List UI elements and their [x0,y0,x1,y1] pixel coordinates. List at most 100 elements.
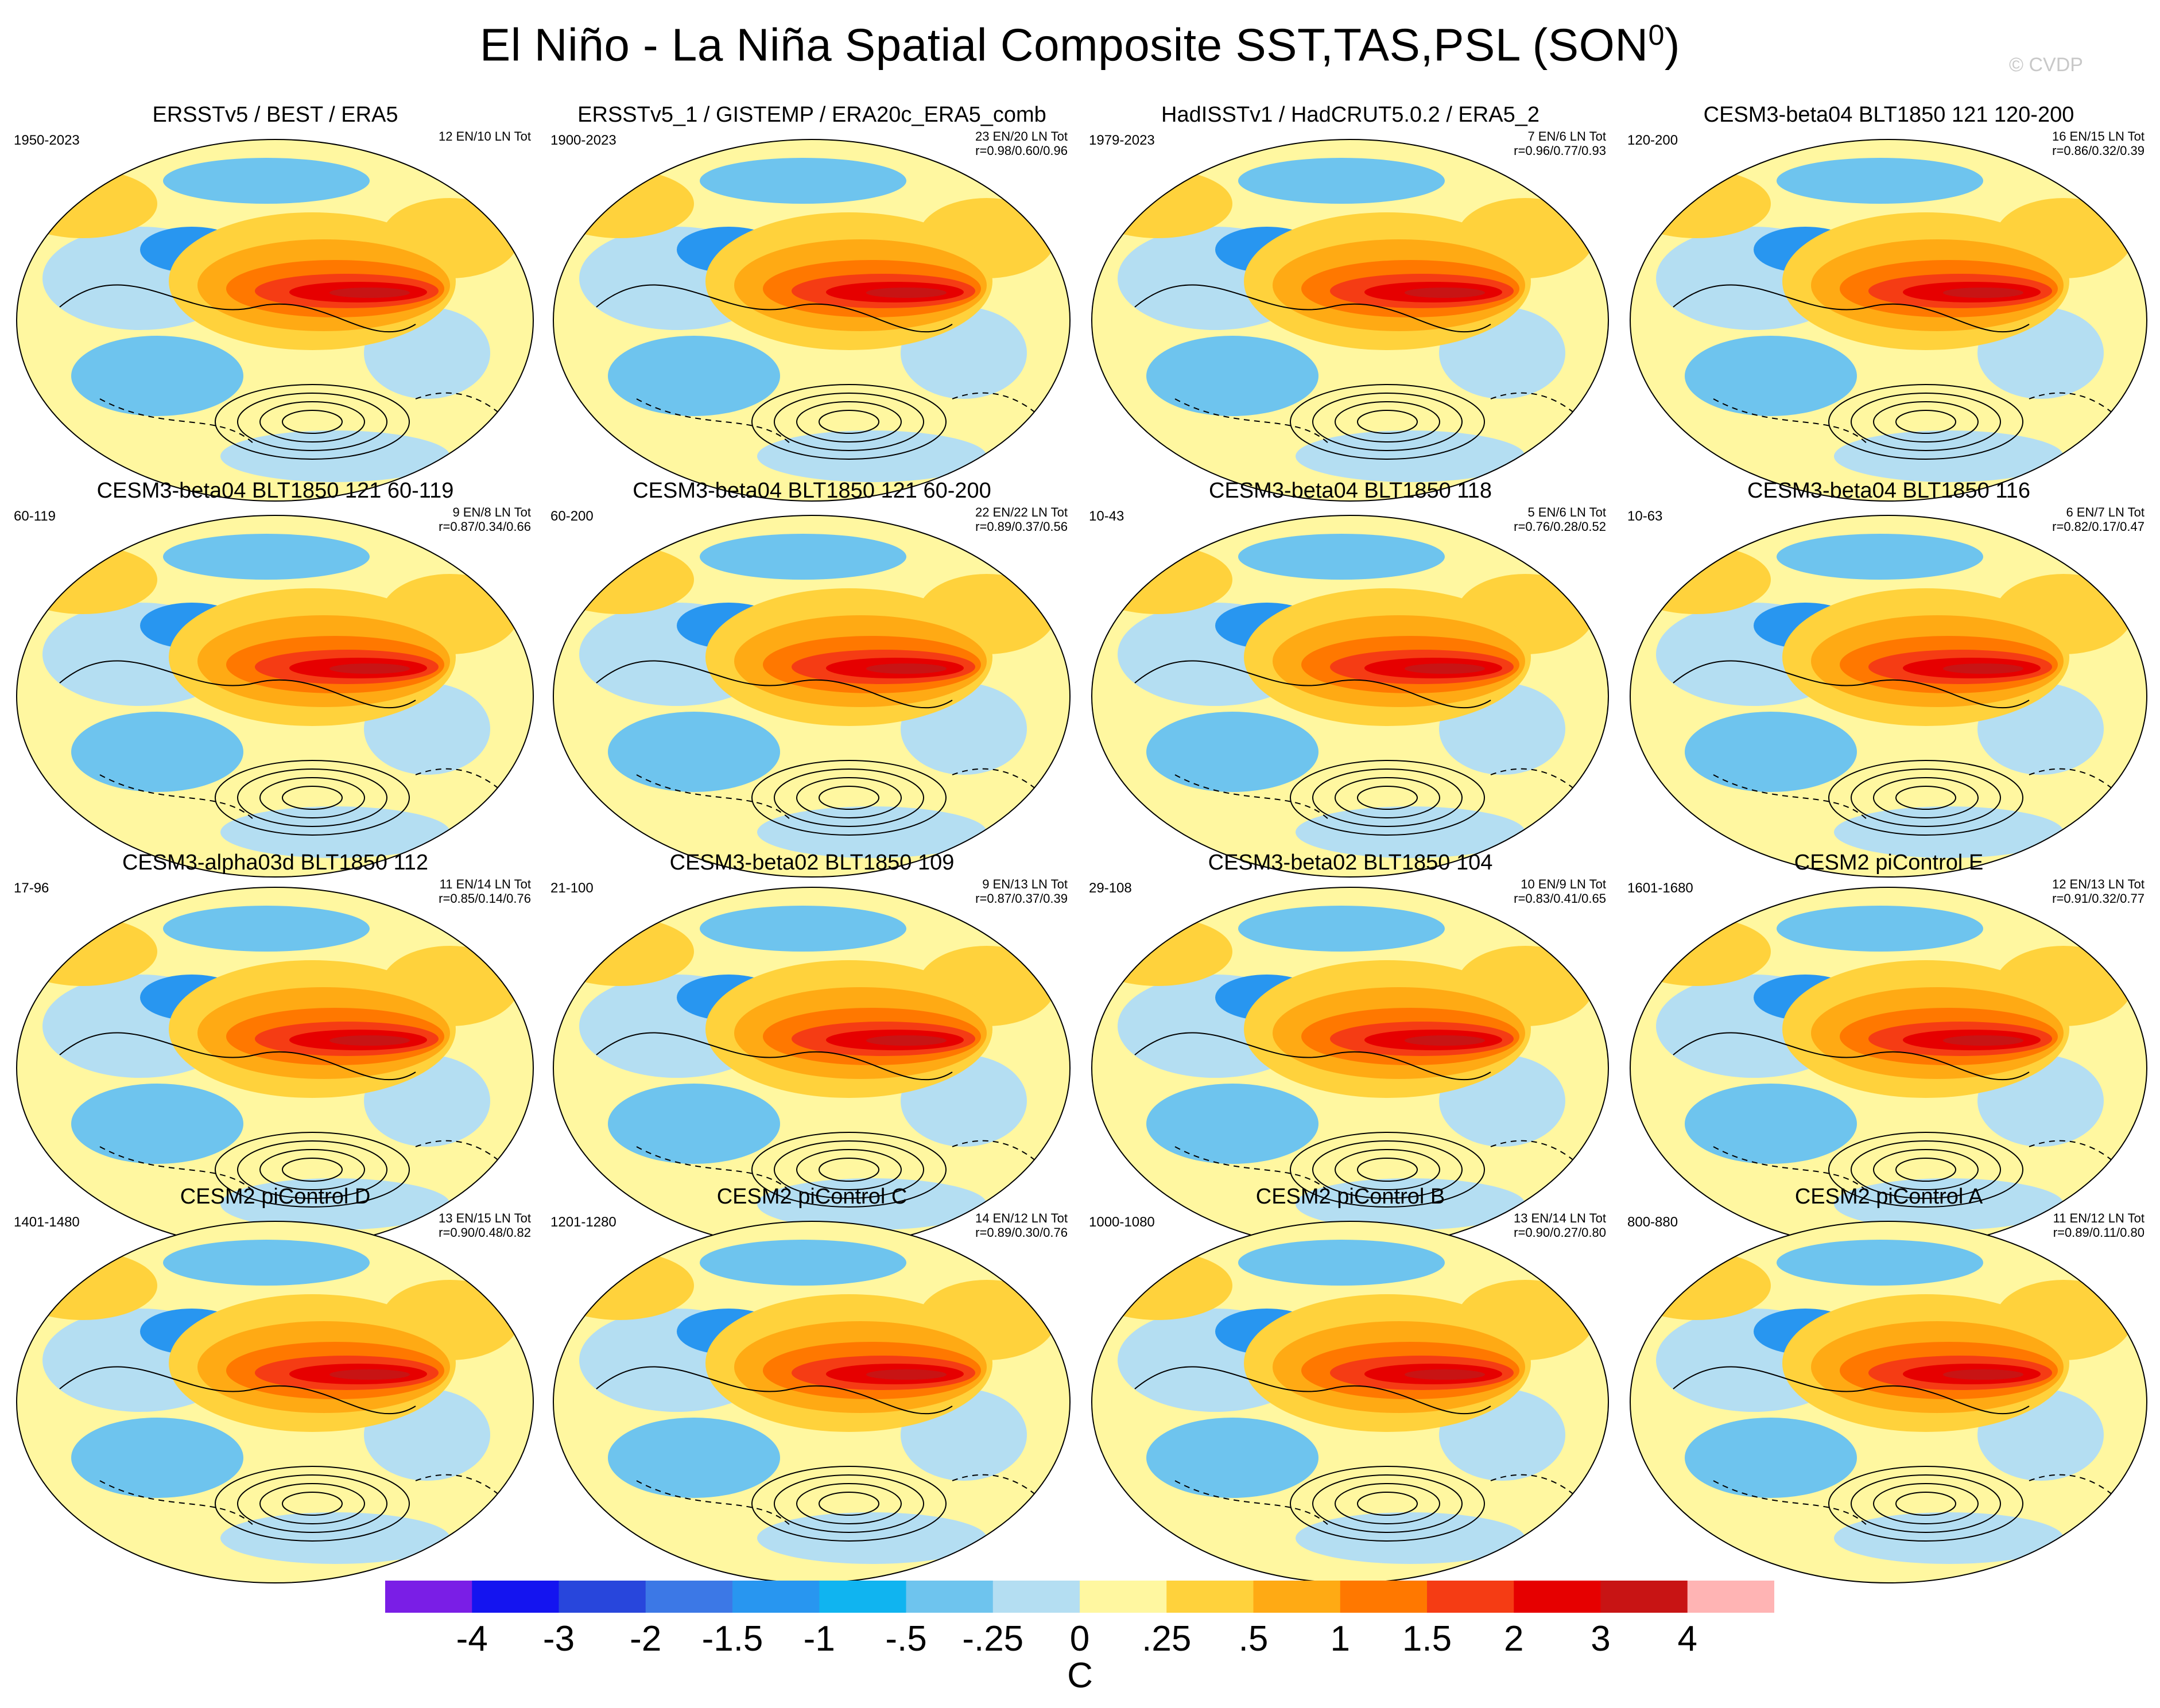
panel-stats-correlation: r=0.89/0.11/0.80 [2053,1225,2145,1240]
cool-anomaly-region [1685,336,1857,416]
panel-stats: 12 EN/10 LN Tot [439,129,531,143]
pressure-contour [1851,768,2001,827]
colorbar-unit: C [1067,1656,1093,1695]
pressure-contour [596,284,953,333]
warm-anomaly-region [1092,917,1232,986]
pressure-contour [1134,660,1491,709]
pressure-contour [774,768,924,827]
warm-anomaly-region [1405,663,1485,674]
panel-stats: 22 EN/22 LN Tot r=0.89/0.37/0.56 [975,505,1068,534]
panel-years: 1601-1680 [1627,880,1693,896]
warm-anomaly-region [1630,169,1771,238]
colorbar-swatch [472,1581,559,1613]
pressure-contour [819,1492,879,1516]
credit-watermark: © CVDP [2009,54,2083,76]
panel-stats-correlation: r=0.83/0.41/0.65 [1514,891,1606,906]
pressure-contour-dashed [99,398,255,445]
colorbar-tick-label: 2 [1504,1619,1524,1659]
pressure-contour [1828,1466,2023,1542]
pressure-contour [282,410,343,434]
pressure-contour [259,1483,365,1524]
world-map [553,515,1071,878]
warm-anomaly-region [329,663,410,674]
pressure-contour [751,384,947,460]
map-outline [1630,139,2147,502]
cool-anomaly-region [1834,1512,2064,1564]
panel-stats: 23 EN/20 LN Tot r=0.98/0.60/0.96 [975,129,1068,158]
panel-title: CESM3-beta02 BLT1850 104 [1208,851,1493,875]
pressure-contour [282,1492,343,1516]
pressure-contour [796,1483,902,1524]
panel-years: 1950-2023 [14,133,80,148]
panel-stats: 9 EN/13 LN Tot r=0.87/0.37/0.39 [975,877,1068,906]
pressure-contour-dashed [636,1146,792,1193]
panel-years: 800-880 [1627,1214,1678,1230]
panel-stats-correlation: r=0.82/0.17/0.47 [2052,519,2145,534]
cool-anomaly-region [1777,906,1983,952]
pressure-contour [59,1032,416,1081]
panel-stats: 5 EN/6 LN Tot r=0.76/0.28/0.52 [1514,505,1606,534]
pressure-contour [59,660,416,709]
map-panel: CESM3-beta04 BLT1850 118 10-43 5 EN/6 LN T… [1082,479,1619,884]
pressure-contour [796,777,902,818]
panel-stats: 7 EN/6 LN Tot r=0.96/0.77/0.93 [1514,129,1606,158]
pressure-contour [1335,401,1440,442]
pressure-contour [215,384,410,460]
map-panel: CESM3-beta04 BLT1850 121 60-200 60-200 22 … [544,479,1080,884]
pressure-contour-dashed [99,1146,255,1193]
panel-stats-count: 9 EN/8 LN Tot [452,505,531,519]
world-map [1630,887,2147,1249]
map-panel: CESM3-beta02 BLT1850 109 21-100 9 EN/13 LN… [544,851,1080,1256]
pressure-contour [1895,1158,1956,1182]
map-panel: CESM3-beta04 BLT1850 121 60-119 60-119 9 E… [7,479,544,884]
panel-stats-correlation: r=0.91/0.32/0.77 [2052,891,2145,906]
pressure-contour [596,1032,953,1081]
pressure-contour-dashed [1174,398,1331,445]
pressure-contour [1673,660,2030,709]
map-panel: CESM2 piControl B 1000-1080 13 EN/14 LN To… [1082,1185,1619,1590]
panel-stats: 11 EN/14 LN Tot r=0.85/0.14/0.76 [439,877,531,906]
map-panel: ERSSTv5_1 / GISTEMP / ERA20c_ERA5_comb 19… [544,103,1080,508]
cool-anomaly-region [1296,1512,1525,1564]
colorbar-swatch [992,1581,1080,1613]
panel-stats: 9 EN/8 LN Tot r=0.87/0.34/0.66 [439,505,531,534]
cool-anomaly-region [1777,158,1983,204]
panel-stats-correlation: r=0.86/0.32/0.39 [2052,143,2145,158]
panel-stats-count: 13 EN/14 LN Tot [1513,1211,1606,1225]
cool-anomaly-region [700,906,906,952]
pressure-contour-dashed [99,774,255,821]
colorbar-labels: -4 -3 -2 -1.5 -1 -.5 -.25 0 .25 .5 1 1.5 2 3 4 [385,1618,1774,1659]
pressure-contour [1851,393,2001,451]
panel-title: HadISSTv1 / HadCRUT5.0.2 / ERA5_2 [1161,103,1539,127]
panel-years: 60-200 [550,508,594,524]
colorbar-swatch [1166,1581,1254,1613]
cool-anomaly-region [71,1084,243,1164]
pressure-contour-dashed [99,1480,255,1527]
panel-stats-count: 11 EN/14 LN Tot [439,877,531,891]
colorbar-tick-label: .25 [1142,1619,1192,1659]
pressure-contour [1873,777,1979,818]
panel-stats-correlation: r=0.98/0.60/0.96 [975,143,1068,158]
map-outline [1630,1221,2147,1583]
warm-anomaly-region [1405,1369,1485,1380]
map-outline [1091,139,1609,502]
panel-stats: 13 EN/15 LN Tot r=0.90/0.48/0.82 [439,1211,531,1240]
panel-stats-count: 10 EN/9 LN Tot [1521,877,1606,891]
panel-stats-correlation: r=0.96/0.77/0.93 [1514,143,1606,158]
panel-stats-count: 11 EN/12 LN Tot [2053,1211,2145,1225]
pressure-contour [1312,768,1463,827]
pressure-contour [1828,760,2023,836]
panel-stats-correlation: r=0.90/0.27/0.80 [1514,1225,1606,1240]
pressure-contour [1335,777,1440,818]
panel-stats-correlation: r=0.89/0.30/0.76 [975,1225,1068,1240]
panel-stats-count: 6 EN/7 LN Tot [2066,505,2145,519]
panel-stats-count: 5 EN/6 LN Tot [1527,505,1606,519]
world-map [1091,1221,1609,1583]
panel-stats-correlation: r=0.87/0.37/0.39 [975,891,1068,906]
panel-stats-count: 7 EN/6 LN Tot [1527,129,1606,143]
pressure-contour-dashed [1713,774,1869,821]
map-outline [16,515,534,878]
pressure-contour [1290,1466,1485,1542]
pressure-contour [1851,1474,2001,1533]
pressure-contour [1895,1492,1956,1516]
